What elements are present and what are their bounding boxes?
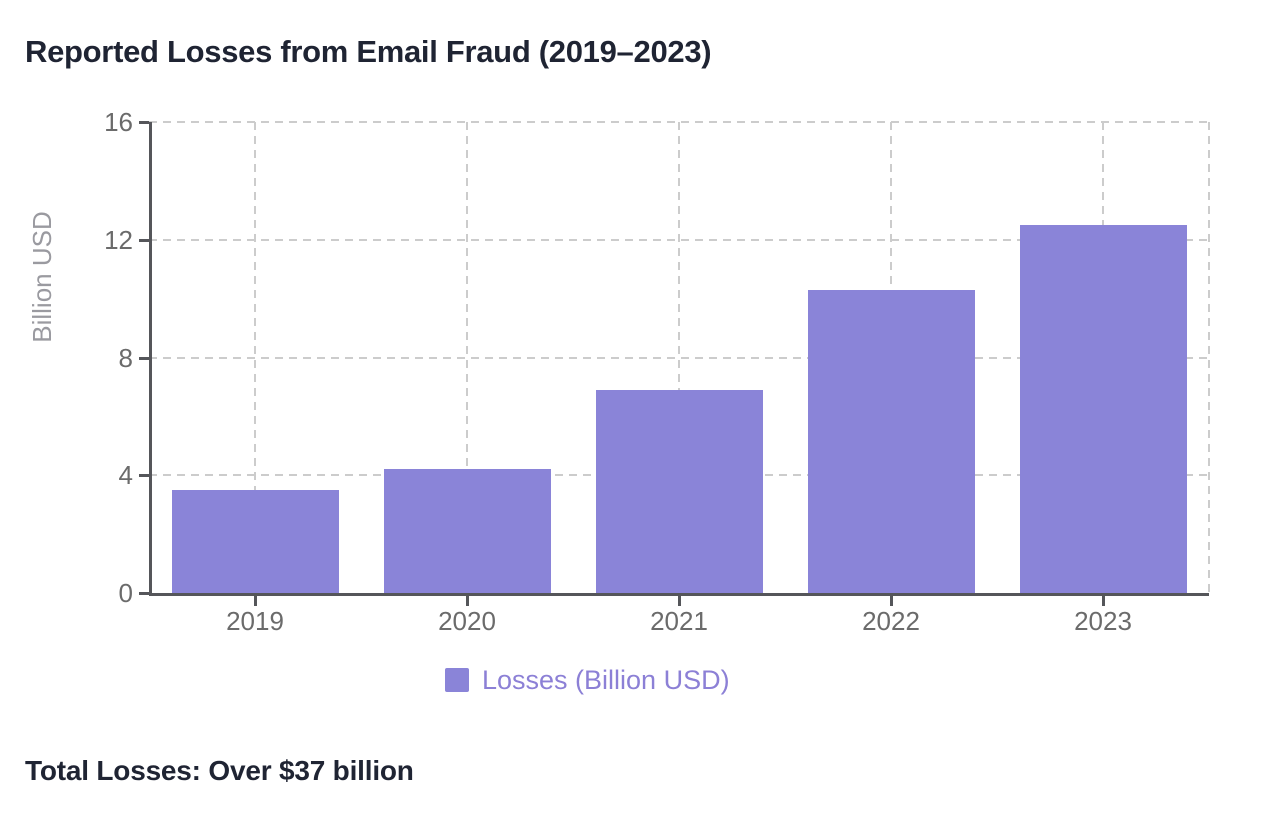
x-tick-label: 2022 [862, 606, 920, 636]
x-tick-mark [465, 596, 469, 606]
bar-2021 [596, 389, 763, 593]
x-tick-mark [1101, 596, 1105, 606]
legend-label: Losses (Billion USD) [482, 665, 730, 695]
x-tick-mark [253, 596, 257, 606]
x-tick-mark [677, 596, 681, 606]
vertical-gridline [254, 122, 256, 593]
y-tick-label: 0 [118, 578, 133, 608]
vertical-gridline [678, 122, 680, 593]
y-tick-mark [139, 592, 149, 595]
total-losses-note: Total Losses: Over $37 billion [25, 755, 414, 786]
y-tick-label: 4 [118, 460, 133, 491]
bar-2022 [808, 289, 975, 593]
y-tick-label: 12 [104, 224, 133, 255]
legend-swatch [445, 668, 469, 692]
y-tick-label: 16 [104, 107, 133, 137]
vertical-gridline [1208, 122, 1210, 593]
page-title: Reported Losses from Email Fraud (2019–2… [25, 34, 712, 69]
y-tick-mark [139, 121, 149, 124]
x-tick-label: 2020 [438, 606, 496, 636]
y-tick-label: 8 [118, 342, 133, 373]
legend-item-losses[interactable]: Losses (Billion USD) [445, 665, 730, 695]
bar-2019 [172, 489, 339, 593]
y-axis-title: Billion USD [27, 211, 57, 343]
bar-2020 [384, 469, 551, 593]
y-tick-mark [139, 474, 149, 478]
x-tick-label: 2019 [226, 606, 284, 636]
vertical-gridline [466, 122, 468, 593]
y-tick-mark [139, 238, 149, 242]
y-axis-line [149, 122, 152, 595]
y-tick-mark [139, 356, 149, 360]
x-tick-label: 2021 [650, 606, 708, 636]
bar-2023 [1020, 225, 1187, 593]
x-axis-line [149, 593, 1209, 596]
x-tick-mark [889, 596, 893, 606]
x-tick-label: 2023 [1074, 606, 1132, 636]
